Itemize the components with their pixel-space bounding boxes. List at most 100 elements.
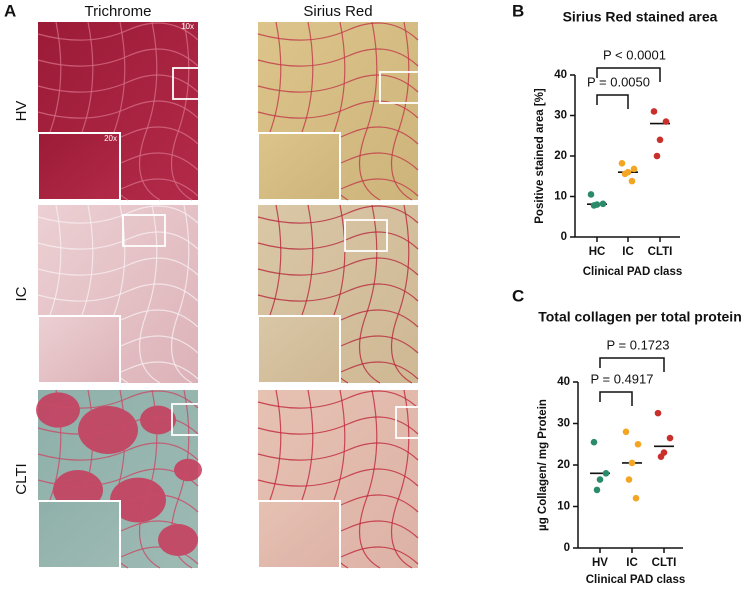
x-axis-label: Clinical PAD class — [583, 266, 683, 278]
data-point — [628, 177, 636, 185]
y-tick-label: 10 — [557, 501, 570, 513]
cell-border — [139, 389, 161, 569]
micrographs: 10x 20x — [36, 21, 439, 569]
stain — [110, 477, 166, 523]
cell-border — [257, 468, 419, 487]
y-tick-label: 20 — [554, 150, 567, 162]
y-tick-label: 30 — [554, 110, 567, 122]
cell-border — [37, 231, 199, 250]
cell-border — [359, 21, 381, 201]
data-point — [650, 108, 658, 115]
p-value: P = 0.4917 — [590, 371, 653, 386]
cell-border — [37, 205, 199, 224]
panel-label: A — [4, 1, 16, 20]
data-point — [602, 470, 610, 477]
x-tick-label: CLTI — [648, 246, 673, 258]
data-point — [590, 202, 598, 209]
inset — [37, 500, 121, 569]
chart-title: Total collagen per total protein — [538, 309, 742, 325]
inset — [257, 315, 341, 384]
cell-border — [37, 100, 199, 119]
data-point — [656, 136, 664, 144]
cell-border — [257, 22, 419, 41]
zoom-box — [379, 71, 423, 104]
row-label: IC — [13, 286, 30, 301]
cell-border — [257, 283, 419, 302]
data-point — [632, 494, 640, 502]
stain — [78, 406, 138, 454]
zoom-box — [344, 219, 388, 252]
cell-border — [37, 416, 199, 435]
data-point — [596, 476, 604, 483]
panel-label: B — [512, 1, 524, 20]
zoom-box — [172, 67, 216, 100]
cell-border — [37, 74, 199, 93]
cell-border — [257, 74, 419, 93]
inset — [37, 315, 121, 384]
cell-border — [171, 21, 193, 201]
x-tick-label: IC — [626, 557, 638, 569]
p-value: P = 0.1723 — [606, 337, 669, 352]
data-point — [662, 118, 670, 125]
column-header: Sirius Red — [303, 3, 372, 20]
data-point — [654, 409, 662, 417]
stain — [140, 405, 176, 435]
y-axis-label: µg Collagen/ mg Protein — [537, 399, 549, 531]
data-point — [634, 440, 642, 448]
significance-bracket — [596, 94, 629, 109]
x-axis-label: Clinical PAD class — [586, 574, 686, 586]
column-header: Trichrome — [85, 3, 152, 20]
cell-border — [37, 22, 199, 41]
x-tick-label: CLTI — [652, 557, 677, 569]
cell-border — [391, 389, 413, 569]
significance-bracket — [599, 391, 633, 406]
y-tick-label: 30 — [557, 418, 570, 430]
stain — [174, 458, 202, 482]
zoom-box — [395, 406, 439, 439]
cell-border — [171, 204, 193, 384]
chart-title: Sirius Red stained area — [563, 9, 718, 25]
cell-border — [257, 231, 419, 250]
cell-border — [257, 442, 419, 461]
cell-border — [139, 21, 161, 201]
cell-border — [37, 468, 199, 487]
data-point — [666, 434, 674, 442]
y-tick-label: 0 — [564, 542, 570, 554]
y-tick-label: 20 — [557, 459, 570, 471]
stain — [36, 392, 80, 428]
cell-border — [359, 204, 381, 384]
cell-border — [257, 416, 419, 435]
cell-border — [257, 100, 419, 119]
p-value: P < 0.0001 — [603, 47, 666, 62]
cell-border — [37, 257, 199, 276]
data-point — [653, 152, 661, 160]
y-tick-label: 10 — [554, 191, 567, 203]
panel-label: C — [512, 286, 524, 305]
data-point — [587, 191, 595, 198]
data-point — [618, 159, 626, 167]
y-tick-label: 40 — [554, 69, 567, 81]
row-label: HV — [13, 101, 30, 122]
row-label: CLTI — [13, 463, 30, 494]
cell-border — [257, 257, 419, 276]
cell-border — [37, 442, 199, 461]
magnification: 10x — [181, 22, 194, 31]
data-point — [593, 486, 601, 494]
data-point — [621, 170, 629, 178]
cell-border — [391, 204, 413, 384]
cell-border — [257, 390, 419, 409]
cell-border — [391, 21, 413, 201]
inset — [257, 500, 341, 569]
cell-border — [257, 205, 419, 224]
cell-border — [359, 389, 381, 569]
data-point — [625, 476, 633, 483]
y-tick-label: 0 — [561, 231, 567, 243]
data-point — [628, 459, 636, 467]
y-tick-label: 40 — [557, 376, 570, 388]
inset — [37, 132, 121, 201]
inset — [257, 132, 341, 201]
x-tick-label: IC — [622, 246, 634, 258]
cell-border — [37, 390, 199, 409]
y-axis-label: Positive stained area [%] — [534, 88, 546, 224]
